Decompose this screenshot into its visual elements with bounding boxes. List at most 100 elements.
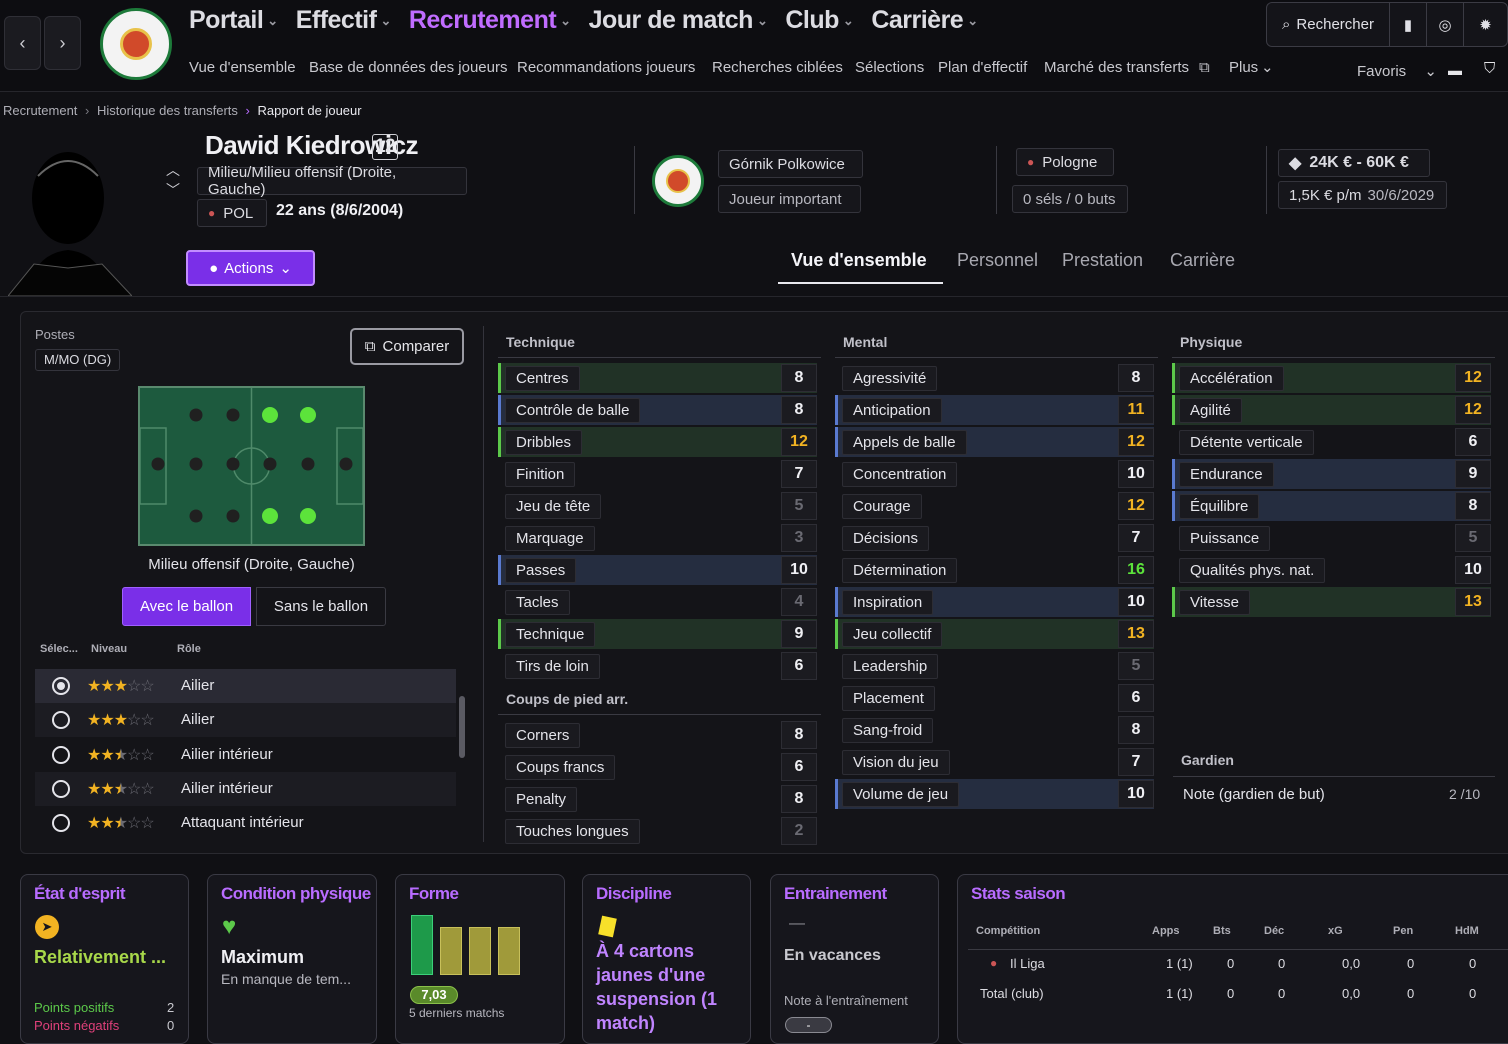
role-radio[interactable] (52, 711, 70, 730)
attribute-row[interactable]: Jeu collectif 13 (835, 619, 1154, 649)
search-button[interactable]: ⌕ Rechercher (1267, 3, 1389, 46)
role-radio[interactable] (52, 814, 70, 833)
attribute-row[interactable]: Courage 12 (835, 491, 1154, 521)
season-column-header[interactable]: xG (1328, 925, 1343, 937)
sub-nav-item[interactable]: Marché des transferts (1044, 59, 1190, 76)
attribute-row[interactable]: Tacles 4 (498, 587, 817, 617)
training-card[interactable]: Entrainement — En vacances Note à l'entr… (770, 874, 939, 1044)
attribute-row[interactable]: Agilité 12 (1172, 395, 1491, 425)
breadcrumb-item[interactable]: Historique des transferts (97, 103, 238, 118)
club-badge[interactable] (652, 155, 704, 207)
attribute-row[interactable]: Touches longues 2 (498, 816, 817, 846)
with-ball-toggle[interactable]: Avec le ballon (122, 587, 251, 626)
tab-0[interactable]: Vue d'ensemble (791, 250, 927, 270)
season-stats-card[interactable]: Stats saison Compétition Apps Bts Déc xG Pen H… (957, 874, 1508, 1044)
main-nav-item[interactable]: Portail ⌄ (189, 6, 278, 35)
attribute-row[interactable]: Jeu de tête 5 (498, 491, 817, 521)
role-row[interactable]: ★★★☆☆ Ailier intérieur (35, 737, 456, 772)
role-row[interactable]: ★★★☆☆ Ailier (35, 669, 456, 703)
attribute-row[interactable]: Technique 9 (498, 619, 817, 649)
season-column-header[interactable]: Pen (1393, 925, 1414, 937)
attribute-row[interactable]: Appels de balle 12 (835, 427, 1154, 457)
attribute-row[interactable]: Inspiration 10 (835, 587, 1154, 617)
role-row[interactable]: ★★★☆☆ Attaquant intérieur (35, 806, 456, 841)
attribute-row[interactable]: Coups francs 6 (498, 752, 817, 782)
scrollbar[interactable] (459, 696, 465, 758)
next-player-button[interactable]: ﹀ (166, 180, 180, 200)
sub-nav-item[interactable]: Vue d'ensemble (189, 59, 296, 76)
attribute-row[interactable]: Volume de jeu 10 (835, 779, 1154, 809)
role-row[interactable]: ★★★☆☆ Ailier (35, 703, 456, 738)
sub-nav-item[interactable]: Base de données des joueurs (309, 59, 508, 76)
season-competition[interactable]: Total (club) (980, 986, 1044, 1001)
sub-nav-item[interactable]: Recommandations joueurs (517, 59, 696, 76)
column-header-role[interactable]: Rôle (177, 643, 201, 655)
favorites-dropdown[interactable]: Favoris ⌄ (1357, 62, 1437, 80)
attribute-row[interactable]: Marquage 3 (498, 523, 817, 553)
tab-3[interactable]: Carrière (1170, 250, 1236, 270)
attribute-row[interactable]: Centres 8 (498, 363, 817, 393)
role-radio[interactable] (52, 745, 70, 764)
chat-button[interactable]: ▬ (1448, 62, 1462, 78)
condition-card[interactable]: Condition physique ♥ Maximum En manque d… (207, 874, 377, 1044)
season-column-header[interactable]: Apps (1152, 925, 1180, 937)
sub-nav-item[interactable]: Plan d'effectif (938, 59, 1028, 76)
country-badge[interactable]: ● Pologne (1016, 148, 1114, 176)
forward-button[interactable]: › (44, 16, 81, 70)
prev-player-button[interactable]: ︿ (166, 160, 180, 180)
attribute-row[interactable]: Placement 6 (835, 683, 1154, 713)
compare-button[interactable]: ⧉ Comparer (350, 328, 464, 365)
attribute-row[interactable]: Vision du jeu 7 (835, 747, 1154, 777)
tab-1[interactable]: Personnel (957, 250, 1039, 270)
main-nav-item[interactable]: Jour de match ⌄ (589, 6, 768, 35)
attribute-row[interactable]: Qualités phys. nat. 10 (1172, 555, 1491, 585)
attribute-row[interactable]: Contrôle de balle 8 (498, 395, 817, 425)
season-column-header[interactable]: Déc (1264, 925, 1285, 937)
main-nav-item[interactable]: Recrutement ⌄ (409, 6, 571, 35)
season-competition[interactable]: Il Liga (1010, 956, 1045, 971)
kit-button[interactable]: ⛉ (1484, 60, 1495, 77)
attribute-row[interactable]: Concentration 10 (835, 459, 1154, 489)
sub-nav-item[interactable]: Plus (1229, 59, 1259, 76)
sub-nav-item[interactable]: Recherches ciblées (712, 59, 843, 76)
back-button[interactable]: ‹ (4, 16, 41, 70)
attribute-row[interactable]: Accélération 12 (1172, 363, 1491, 393)
attribute-row[interactable]: Passes 10 (498, 555, 817, 585)
column-header-select[interactable]: Sélec... (40, 643, 78, 655)
attribute-row[interactable]: Décisions 7 (835, 523, 1154, 553)
globe-button[interactable]: ◎ (1426, 3, 1463, 46)
attribute-row[interactable]: Tirs de loin 6 (498, 651, 817, 681)
attribute-row[interactable]: Sang-froid 8 (835, 715, 1154, 745)
column-header-level[interactable]: Niveau (91, 643, 128, 655)
mood-card[interactable]: État d'esprit ➤ Relativement ... Points … (20, 874, 189, 1044)
settings-button[interactable]: ✹ (1463, 3, 1507, 46)
attribute-row[interactable]: Penalty 8 (498, 784, 817, 814)
sub-nav-item[interactable]: Sélections (855, 59, 925, 76)
tab-2[interactable]: Prestation (1062, 250, 1144, 270)
attribute-row[interactable]: Agressivité 8 (835, 363, 1154, 393)
discipline-card[interactable]: Discipline À 4 cartons jaunes d'une susp… (582, 874, 751, 1044)
club-name[interactable]: Górnik Polkowice (718, 150, 863, 178)
attribute-row[interactable]: Dribbles 12 (498, 427, 817, 457)
main-nav-item[interactable]: Effectif ⌄ (296, 6, 392, 35)
bookmark-button[interactable]: ▮ (1389, 3, 1426, 46)
attribute-row[interactable]: Équilibre 8 (1172, 491, 1491, 521)
actions-button[interactable]: ● Actions ⌄ (186, 250, 315, 286)
main-nav-item[interactable]: Club ⌄ (785, 6, 853, 35)
breadcrumb-item[interactable]: Recrutement (3, 103, 78, 118)
form-card[interactable]: Forme 7,03 5 derniers matchs (395, 874, 565, 1044)
role-radio[interactable] (52, 677, 70, 695)
attribute-row[interactable]: Corners 8 (498, 720, 817, 750)
role-radio[interactable] (52, 779, 70, 798)
main-nav-item[interactable]: Carrière ⌄ (871, 6, 978, 35)
attribute-row[interactable]: Anticipation 11 (835, 395, 1154, 425)
attribute-row[interactable]: Leadership 5 (835, 651, 1154, 681)
season-column-header[interactable]: Bts (1213, 925, 1231, 937)
club-logo[interactable] (100, 8, 172, 80)
season-column-header[interactable]: HdM (1455, 925, 1479, 937)
attribute-row[interactable]: Détente verticale 6 (1172, 427, 1491, 457)
season-column-header[interactable]: Compétition (976, 925, 1041, 937)
attribute-row[interactable]: Finition 7 (498, 459, 817, 489)
without-ball-toggle[interactable]: Sans le ballon (256, 587, 386, 626)
attribute-row[interactable]: Détermination 16 (835, 555, 1154, 585)
